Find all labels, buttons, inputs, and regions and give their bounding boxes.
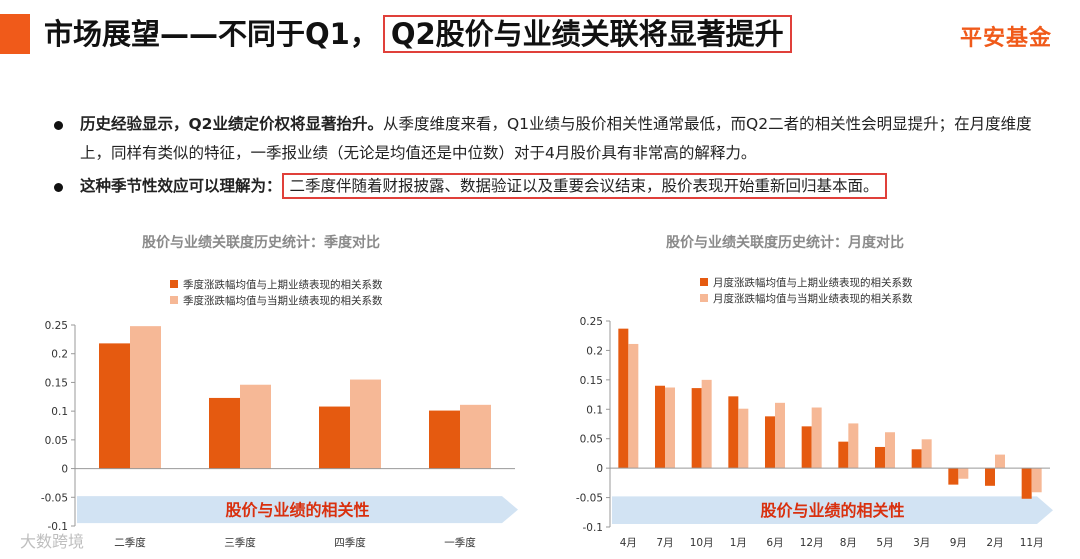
y-tick-label: -0.1	[583, 522, 604, 534]
bar	[801, 426, 812, 469]
y-tick-label: 0	[596, 463, 603, 475]
bullet-1-bold: 历史经验显示，Q2业绩定价权将显著抬升。	[80, 115, 383, 133]
bar	[240, 384, 271, 469]
y-tick-label: 0.15	[580, 375, 603, 387]
bullet-1-text: 从季度维度来看，Q1业绩与股价相关性通常最低，而Q2二者的相关性会明显提升；在月…	[80, 115, 1032, 162]
bullet-dot-icon	[54, 121, 63, 130]
x-category-label: 3月	[913, 537, 930, 549]
bullet-item-2: 这种季节性效应可以理解为： 二季度伴随着财报披露、数据验证以及重要会议结束，股价表…	[52, 172, 1052, 201]
bar	[628, 343, 639, 469]
y-tick-label: 0.2	[586, 345, 603, 357]
y-tick-label: -0.05	[576, 493, 603, 505]
bar	[775, 402, 785, 469]
bar	[995, 454, 1005, 469]
bar	[885, 432, 895, 469]
bar	[350, 379, 381, 469]
y-tick-label: -0.05	[41, 492, 68, 504]
legend-label: 季度涨跌幅均值与当期业绩表现的相关系数	[183, 294, 383, 307]
bar	[948, 468, 959, 485]
bar	[765, 416, 775, 469]
watermark: 大数跨境	[20, 532, 85, 551]
y-tick-label: 0.25	[580, 316, 603, 328]
bullet-dot-icon	[54, 183, 63, 192]
x-category-label: 2月	[986, 537, 1003, 549]
legend-swatch	[170, 296, 178, 304]
y-tick-label: 0.25	[45, 320, 68, 332]
bullet-2-highlight: 二季度伴随着财报披露、数据验证以及重要会议结束，股价表现开始重新回归基本面。	[281, 173, 887, 199]
legend-swatch	[700, 294, 708, 302]
page-title-highlight: Q2股价与业绩关联将显著提升	[382, 15, 792, 53]
x-category-label: 二季度	[114, 536, 146, 549]
bar	[701, 379, 712, 469]
page-title-main: 市场展望——不同于Q1，	[44, 17, 379, 51]
bar	[319, 406, 350, 469]
bar	[848, 423, 859, 469]
bar	[738, 408, 749, 469]
chart-1-title: 股价与业绩关联度历史统计：季度对比	[142, 235, 380, 251]
bar	[921, 439, 932, 469]
bar	[665, 387, 675, 469]
bar	[691, 388, 702, 469]
x-category-label: 四季度	[334, 536, 366, 549]
bar	[99, 343, 130, 469]
bar	[985, 468, 995, 486]
x-category-label: 4月	[620, 537, 637, 549]
bar	[209, 397, 240, 469]
x-category-label: 一季度	[444, 536, 476, 549]
x-category-label: 5月	[876, 537, 893, 549]
correlation-banner-arrow	[612, 496, 1053, 525]
x-category-label: 1月	[730, 537, 747, 549]
y-tick-label: 0	[61, 464, 68, 476]
y-tick-label: 0.05	[580, 434, 603, 446]
correlation-banner-arrow	[77, 496, 518, 524]
legend-label: 月度涨跌幅均值与上期业绩表现的相关系数	[713, 276, 913, 289]
bar	[911, 449, 922, 469]
bar	[130, 326, 161, 469]
legend-swatch	[700, 278, 708, 286]
legend-label: 季度涨跌幅均值与上期业绩表现的相关系数	[183, 278, 383, 291]
x-category-label: 6月	[766, 537, 783, 549]
y-tick-label: 0.1	[51, 406, 68, 418]
x-category-label: 7月	[656, 537, 673, 549]
bar	[618, 328, 629, 469]
page-title: 市场展望——不同于Q1， Q2股价与业绩关联将显著提升	[44, 14, 792, 54]
bar	[875, 446, 885, 469]
y-tick-label: 0.05	[45, 435, 68, 447]
x-category-label: 11月	[1020, 537, 1044, 549]
legend-swatch	[170, 280, 178, 288]
bar	[811, 407, 822, 469]
bar	[429, 410, 460, 469]
y-tick-label: 0.15	[45, 377, 68, 389]
bar	[1031, 468, 1042, 493]
bar	[655, 385, 665, 469]
x-category-label: 12月	[800, 537, 824, 549]
y-tick-label: 0.1	[586, 404, 603, 416]
x-category-label: 三季度	[224, 536, 256, 549]
x-category-label: 10月	[690, 537, 714, 549]
y-tick-label: -0.1	[48, 521, 69, 533]
legend-label: 月度涨跌幅均值与当期业绩表现的相关系数	[713, 292, 913, 305]
bar	[460, 404, 491, 469]
chart-2-title: 股价与业绩关联度历史统计：月度对比	[666, 235, 904, 251]
bar	[1021, 468, 1032, 499]
y-tick-label: 0.2	[51, 349, 68, 361]
bar	[728, 396, 739, 469]
bar	[838, 441, 849, 469]
banner-label: 股价与业绩的相关性	[225, 501, 369, 520]
bar	[958, 468, 969, 479]
banner-label: 股价与业绩的相关性	[760, 501, 904, 520]
bullet-list: 历史经验显示，Q2业绩定价权将显著抬升。从季度维度来看，Q1业绩与股价相关性通常…	[52, 110, 1052, 205]
x-category-label: 9月	[950, 537, 967, 549]
bullet-item-1: 历史经验显示，Q2业绩定价权将显著抬升。从季度维度来看，Q1业绩与股价相关性通常…	[52, 110, 1052, 168]
header-accent-bar	[0, 14, 30, 54]
x-category-label: 8月	[840, 537, 857, 549]
brand-logo-text: 平安基金	[959, 26, 1052, 51]
bullet-2-bold: 这种季节性效应可以理解为：	[80, 177, 282, 195]
